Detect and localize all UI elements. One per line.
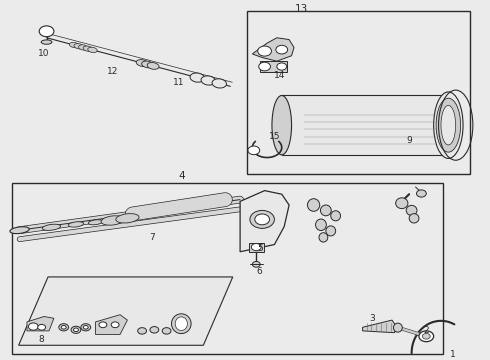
Text: 2: 2 <box>423 327 429 336</box>
Circle shape <box>422 333 430 339</box>
Text: 14: 14 <box>273 71 285 80</box>
Circle shape <box>258 46 271 56</box>
Circle shape <box>162 328 171 334</box>
Bar <box>247 11 470 175</box>
Text: 4: 4 <box>178 171 185 180</box>
Polygon shape <box>27 316 54 331</box>
Text: 13: 13 <box>294 4 308 14</box>
Ellipse shape <box>88 220 103 225</box>
Ellipse shape <box>212 79 226 88</box>
Ellipse shape <box>83 46 93 51</box>
Bar <box>282 95 448 155</box>
Circle shape <box>59 324 69 331</box>
Text: 11: 11 <box>173 77 185 86</box>
Polygon shape <box>363 320 397 333</box>
Circle shape <box>416 190 426 197</box>
Circle shape <box>277 63 287 70</box>
Ellipse shape <box>441 105 456 145</box>
Ellipse shape <box>190 73 204 82</box>
Circle shape <box>255 214 270 225</box>
Ellipse shape <box>319 233 328 242</box>
Circle shape <box>138 328 147 334</box>
Bar <box>249 243 264 252</box>
Ellipse shape <box>68 222 84 227</box>
Ellipse shape <box>41 40 52 44</box>
Circle shape <box>150 327 159 333</box>
Ellipse shape <box>436 98 461 152</box>
Text: 8: 8 <box>39 336 45 345</box>
Ellipse shape <box>326 226 336 236</box>
Text: 3: 3 <box>369 314 375 323</box>
Circle shape <box>39 26 54 37</box>
Ellipse shape <box>393 323 402 332</box>
Ellipse shape <box>116 213 139 223</box>
Ellipse shape <box>272 95 292 155</box>
Text: 15: 15 <box>269 132 280 141</box>
Ellipse shape <box>409 213 419 223</box>
Ellipse shape <box>308 199 319 211</box>
Ellipse shape <box>172 314 191 334</box>
Polygon shape <box>252 38 294 61</box>
Text: 10: 10 <box>38 49 50 58</box>
Circle shape <box>83 325 88 329</box>
Bar <box>260 61 287 72</box>
Ellipse shape <box>316 219 326 230</box>
Ellipse shape <box>70 42 79 48</box>
Ellipse shape <box>175 317 187 330</box>
Ellipse shape <box>320 205 331 216</box>
Text: 9: 9 <box>406 136 412 145</box>
Ellipse shape <box>42 224 61 230</box>
Text: 7: 7 <box>149 233 155 242</box>
Ellipse shape <box>78 45 88 50</box>
Ellipse shape <box>88 47 97 53</box>
Polygon shape <box>19 277 233 345</box>
Polygon shape <box>240 190 289 252</box>
Text: 1: 1 <box>450 350 456 359</box>
Ellipse shape <box>331 211 341 221</box>
Ellipse shape <box>74 44 83 49</box>
Ellipse shape <box>434 92 463 158</box>
Circle shape <box>419 331 434 342</box>
Ellipse shape <box>201 76 216 85</box>
Text: 6: 6 <box>257 267 263 276</box>
Circle shape <box>99 322 107 328</box>
Circle shape <box>251 243 261 251</box>
Text: 5: 5 <box>257 244 263 253</box>
Circle shape <box>250 210 274 228</box>
Ellipse shape <box>406 205 417 215</box>
Circle shape <box>38 324 46 330</box>
Circle shape <box>28 323 38 330</box>
Circle shape <box>81 324 91 331</box>
Ellipse shape <box>136 60 148 66</box>
Circle shape <box>71 326 81 333</box>
Ellipse shape <box>395 198 408 208</box>
Bar <box>12 184 443 354</box>
Text: 12: 12 <box>107 67 119 76</box>
Ellipse shape <box>101 216 124 225</box>
Circle shape <box>276 45 288 54</box>
Circle shape <box>252 261 260 267</box>
Ellipse shape <box>147 63 159 69</box>
Ellipse shape <box>10 227 29 234</box>
Circle shape <box>259 62 270 71</box>
Circle shape <box>61 325 66 329</box>
Polygon shape <box>96 315 127 334</box>
Circle shape <box>111 322 119 328</box>
Circle shape <box>74 328 78 332</box>
Circle shape <box>248 146 260 155</box>
Ellipse shape <box>142 61 153 68</box>
